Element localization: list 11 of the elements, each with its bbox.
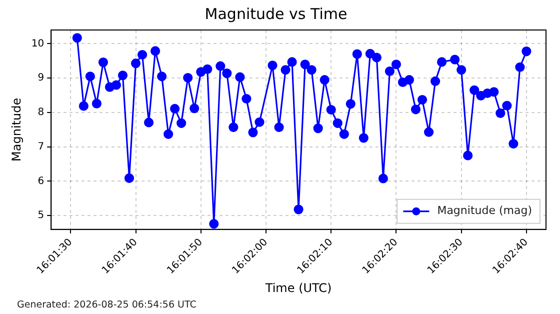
y-tick-label: 8 bbox=[38, 107, 44, 118]
chart-title: Magnitude vs Time bbox=[204, 4, 348, 23]
legend-label: Magnitude (mag) bbox=[437, 204, 532, 218]
y-tick-label: 7 bbox=[38, 141, 44, 152]
text: Generated: 2026-08-25 06:54:56 UTC bbox=[17, 300, 197, 311]
y-axis-title: Magnitude bbox=[9, 98, 24, 162]
y-tick-label: 6 bbox=[38, 176, 44, 187]
x-axis-title: Time (UTC) bbox=[264, 280, 332, 295]
y-tick-label: 5 bbox=[38, 210, 44, 222]
y-tick-label: 10 bbox=[31, 38, 44, 50]
y-tick-label: 9 bbox=[38, 72, 44, 84]
